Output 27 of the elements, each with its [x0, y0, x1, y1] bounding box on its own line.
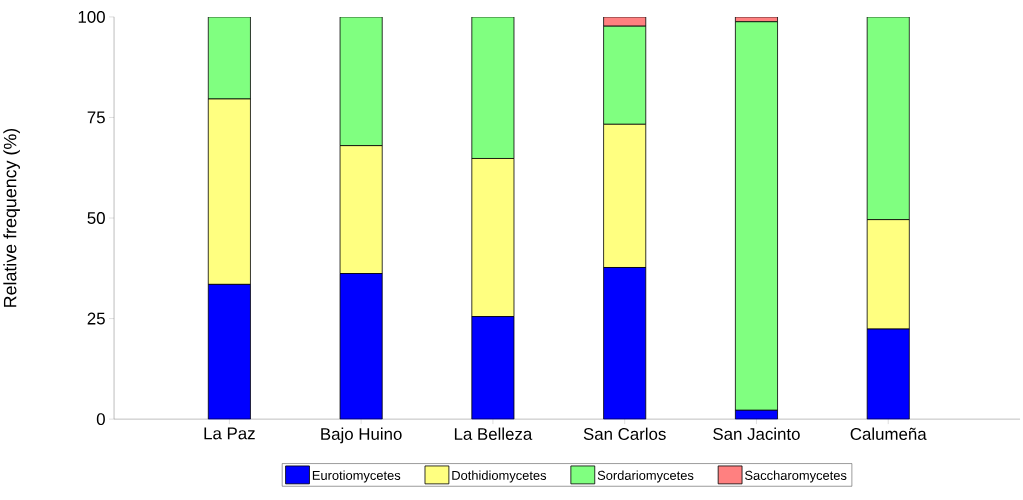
- bar: [866, 17, 910, 221]
- legend-label: Saccharomycetes: [745, 470, 847, 483]
- y-tick-label: 25: [87, 312, 105, 325]
- x-tick-label: Bajo Huino: [321, 427, 402, 444]
- bar: [207, 284, 251, 420]
- y-tick-label: 75: [87, 111, 105, 124]
- bar: [603, 25, 647, 125]
- y-axis-title: Relative frequency (%): [3, 128, 20, 307]
- x-tick-label: San Jacinto: [713, 427, 800, 441]
- y-tick-label: 50: [87, 212, 105, 225]
- legend-label: Eurotiomycetes: [312, 470, 401, 483]
- bar: [866, 328, 910, 420]
- bar: [471, 17, 515, 160]
- legend-label: Sordariomycetes: [597, 470, 694, 483]
- bar: [734, 21, 778, 411]
- bar: [207, 17, 251, 100]
- y-tick-label: 100: [78, 11, 105, 24]
- y-tick-label: 0: [96, 413, 105, 426]
- bar: [339, 273, 383, 420]
- x-tick-label: La Belleza: [454, 427, 533, 441]
- x-tick-label: Calumeña: [850, 427, 927, 441]
- legend-label: Dothidiomycetes: [452, 470, 547, 483]
- x-tick-label: La Paz: [204, 427, 255, 440]
- bar: [471, 316, 515, 420]
- bar: [603, 267, 647, 420]
- bar: [339, 17, 383, 147]
- x-tick-label: San Carlos: [583, 427, 666, 441]
